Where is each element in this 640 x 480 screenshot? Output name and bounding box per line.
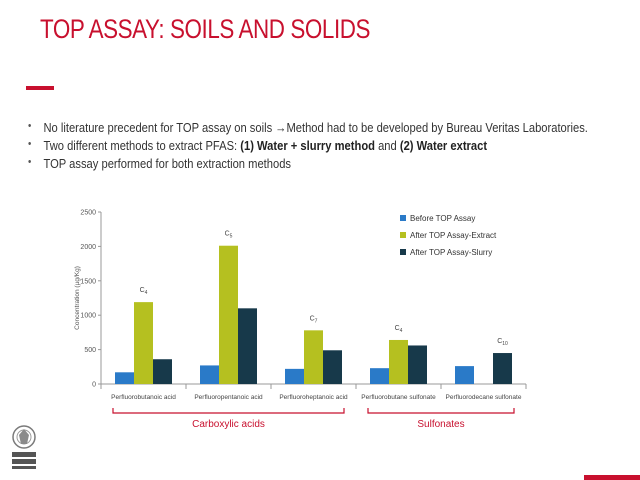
carbon-chain-main: C bbox=[140, 287, 145, 294]
bullet-text: (1) Water + slurry method bbox=[240, 138, 375, 153]
y-tick-label: 1000 bbox=[80, 313, 96, 320]
x-tick-label: Perfluorodecane sulfonate bbox=[446, 394, 522, 401]
x-tick-label: Perfluorobutanoic acid bbox=[111, 394, 176, 401]
bar-3 bbox=[493, 353, 512, 384]
bar-2 bbox=[219, 245, 238, 384]
bar-3 bbox=[153, 359, 172, 384]
slide-title: TOP ASSAY: SOILS AND SOLIDS bbox=[40, 14, 371, 44]
y-tick-label: 500 bbox=[84, 347, 96, 354]
bullet-text: (2) Water extract bbox=[399, 138, 488, 153]
carbon-chain-label: C5 bbox=[225, 231, 233, 240]
group-bracket bbox=[112, 408, 345, 414]
carbon-chain-sub: 7 bbox=[315, 318, 318, 324]
bar-1 bbox=[200, 365, 219, 384]
carbon-chain-main: C bbox=[395, 325, 400, 332]
y-axis-label: Concentration (µg/Kg) bbox=[74, 266, 81, 330]
legend-swatch-2 bbox=[400, 232, 406, 238]
x-tick-label: Perfluoroheptanoic acid bbox=[279, 394, 348, 401]
carbon-chain-label: C10 bbox=[497, 338, 508, 347]
carbon-chain-label: C4 bbox=[140, 287, 148, 296]
bullet-text: and bbox=[374, 138, 400, 153]
bottom-accent-bar bbox=[584, 475, 640, 480]
y-tick-label: 0 bbox=[92, 382, 96, 389]
carbon-chain-main: C bbox=[310, 315, 315, 322]
y-tick-label: 2000 bbox=[80, 244, 96, 251]
carbon-chain-sub: 4 bbox=[400, 328, 403, 334]
bar-3 bbox=[408, 345, 427, 384]
bar-3 bbox=[323, 350, 342, 384]
carbon-chain-main: C bbox=[225, 231, 230, 238]
bullet-text: Two different methods to extract PFAS: bbox=[43, 138, 241, 153]
legend-swatch-3 bbox=[400, 249, 406, 255]
bullet-text: No literature precedent for TOP assay on… bbox=[43, 120, 588, 135]
group-bracket bbox=[367, 408, 515, 414]
bullet-item: Two different methods to extract PFAS: (… bbox=[28, 138, 554, 156]
group-label: Sulfonates bbox=[417, 419, 464, 430]
bar-3 bbox=[238, 308, 257, 384]
bureau-veritas-logo bbox=[12, 425, 36, 469]
title-accent-bar bbox=[26, 86, 54, 90]
legend-label-1: Before TOP Assay bbox=[410, 214, 475, 223]
bar-1 bbox=[455, 366, 474, 384]
carbon-chain-label: C4 bbox=[395, 325, 403, 334]
bullet-item: No literature precedent for TOP assay on… bbox=[28, 120, 588, 138]
carbon-chain-label: C7 bbox=[310, 315, 318, 324]
carbon-chain-sub: 10 bbox=[502, 341, 508, 347]
legend-swatch-1 bbox=[400, 215, 406, 221]
x-tick-label: Perfluoropentanoic acid bbox=[194, 394, 263, 401]
bullet-list: No literature precedent for TOP assay on… bbox=[28, 120, 640, 174]
y-tick-label: 2500 bbox=[80, 210, 96, 217]
y-tick-label: 1500 bbox=[80, 278, 96, 285]
carbon-chain-sub: 5 bbox=[230, 234, 233, 240]
bullet-text: TOP assay performed for both extraction … bbox=[43, 156, 292, 171]
bar-2 bbox=[134, 302, 153, 384]
bar-1 bbox=[115, 372, 134, 384]
bullet-item: TOP assay performed for both extraction … bbox=[28, 156, 554, 174]
carbon-chain-main: C bbox=[497, 338, 502, 345]
bar-2 bbox=[304, 330, 323, 384]
legend-label-3: After TOP Assay-Slurry bbox=[410, 248, 492, 257]
group-label: Carboxylic acids bbox=[192, 419, 265, 430]
x-tick-label: Perfluorobutane sulfonate bbox=[361, 394, 436, 401]
bar-2 bbox=[389, 339, 408, 384]
bar-1 bbox=[370, 368, 389, 384]
carbon-chain-sub: 4 bbox=[145, 290, 148, 296]
legend-label-2: After TOP Assay-Extract bbox=[410, 231, 497, 240]
bar-1 bbox=[285, 368, 304, 384]
